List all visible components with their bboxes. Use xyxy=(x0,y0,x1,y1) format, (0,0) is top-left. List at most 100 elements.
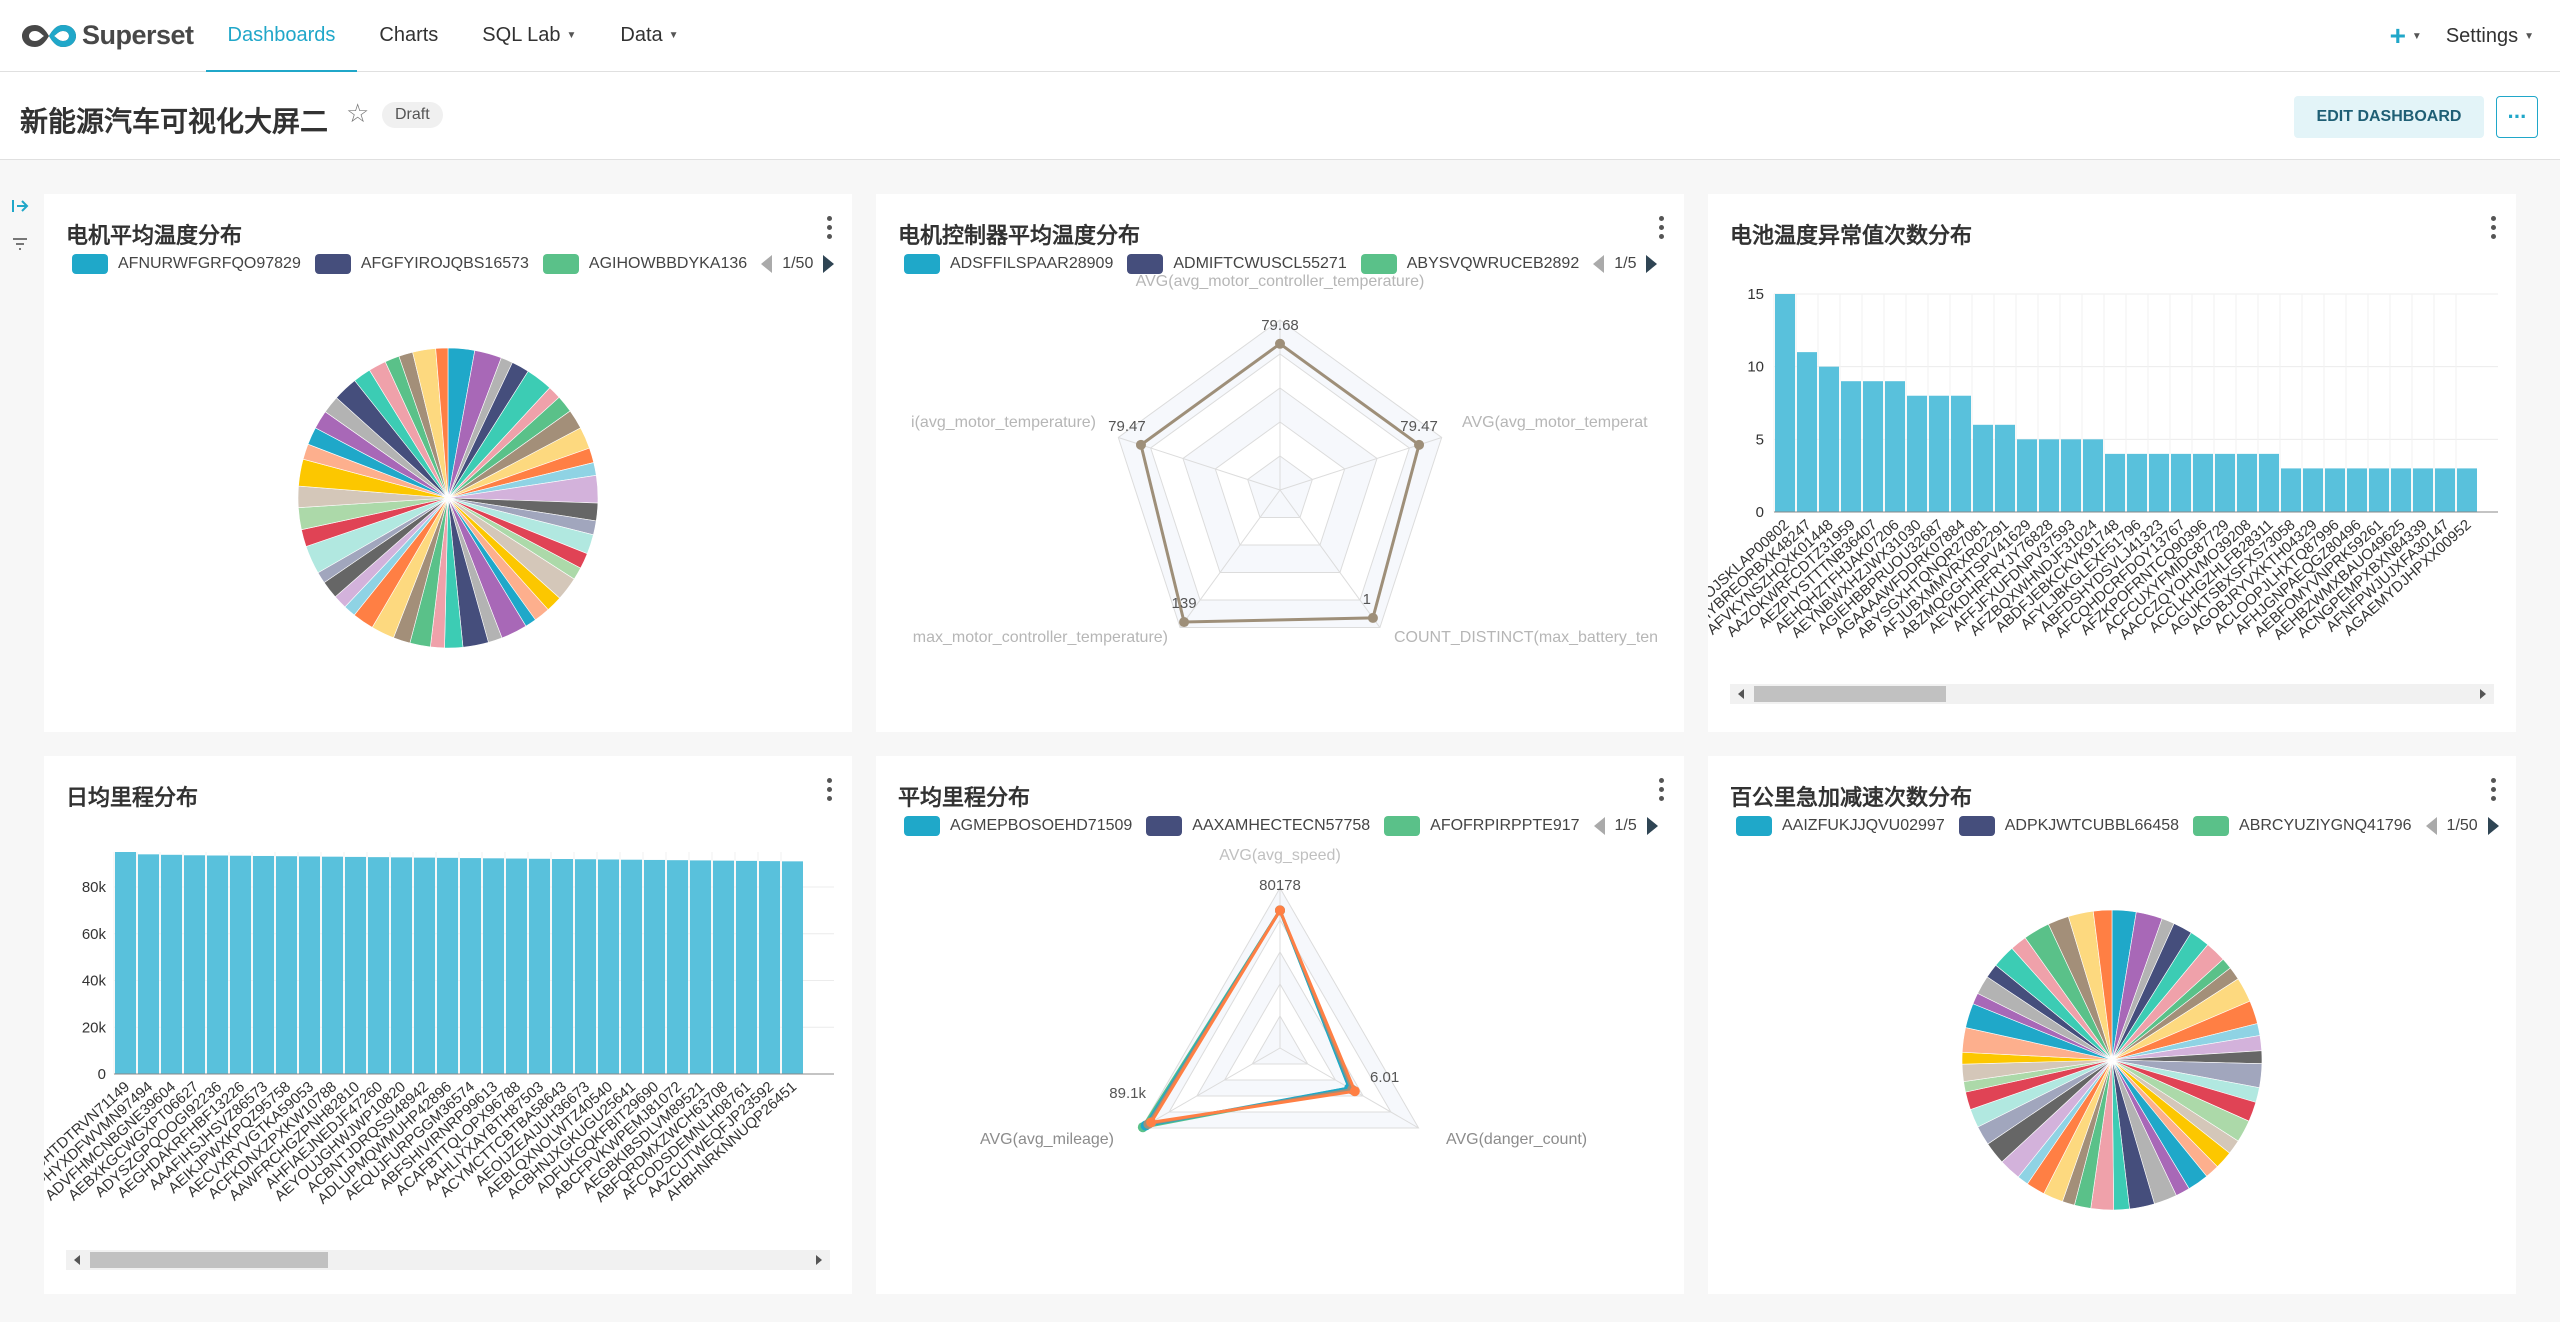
filter-icon[interactable] xyxy=(10,234,30,259)
chart-menu-icon[interactable] xyxy=(2488,778,2498,804)
chart-panel-motor-temp: 电机平均温度分布 AFNURWFGRFQO97829 AFGFYIROJQBS1… xyxy=(44,194,852,732)
bar-chart: 151050ABWTSOJSKLAP00802ADMYBREORBXK48247… xyxy=(1708,286,2498,643)
pie-slice xyxy=(2092,909,2113,1061)
legend-label: AAXAMHECTECN57758 xyxy=(1192,817,1371,834)
caret-down-icon: ▼ xyxy=(566,30,577,41)
more-options-button[interactable]: ··· xyxy=(2496,96,2538,138)
chart-menu-icon[interactable] xyxy=(824,216,834,242)
chart-menu-icon[interactable] xyxy=(824,778,834,804)
bar xyxy=(184,855,205,1074)
bar xyxy=(1995,424,2015,512)
main-nav: Dashboards Charts SQL Lab ▼ Data ▼ xyxy=(205,0,701,72)
nav-data[interactable]: Data ▼ xyxy=(598,0,700,72)
settings-menu[interactable]: Settings ▼ xyxy=(2446,25,2560,48)
bar xyxy=(667,860,688,1074)
bar xyxy=(529,858,550,1074)
legend-pager: 1/5 xyxy=(1593,255,1658,273)
legend-item[interactable]: AGMEPBOSOEHD71509 xyxy=(904,816,1132,836)
superset-logo[interactable]: Superset xyxy=(20,0,194,72)
dashboard-header: 新能源汽车可视化大屏二 ☆ Draft EDIT DASHBOARD ··· xyxy=(0,72,2560,160)
legend-item[interactable]: ADSFFILSPAAR28909 xyxy=(904,254,1113,274)
y-tick-label: 15 xyxy=(1747,286,1764,303)
legend-next-icon[interactable] xyxy=(1646,817,1658,835)
bar xyxy=(2391,468,2411,512)
plus-icon: + xyxy=(2389,20,2406,51)
radar-point xyxy=(1349,1086,1360,1097)
bar xyxy=(276,856,297,1074)
chart-title: 百公里急加减速次数分布 xyxy=(1730,785,1973,810)
bar xyxy=(161,854,182,1074)
legend-item[interactable]: ADPKJWTCUBBL66458 xyxy=(1958,816,2179,836)
brand-name: Superset xyxy=(82,20,194,50)
superset-logo-icon xyxy=(22,24,76,47)
y-tick-label: 80k xyxy=(82,879,107,896)
bar xyxy=(2281,468,2301,512)
legend-item[interactable]: AFGFYIROJQBS16573 xyxy=(314,254,529,274)
legend-prev-icon[interactable] xyxy=(761,255,773,273)
legend-prev-icon[interactable] xyxy=(1593,255,1605,273)
bar xyxy=(2083,439,2103,512)
legend-label: ABRCYUZIYGNQ41796 xyxy=(2239,817,2412,834)
legend-next-icon[interactable] xyxy=(2487,817,2499,835)
draft-badge[interactable]: Draft xyxy=(382,102,443,128)
chart-menu-icon[interactable] xyxy=(2488,216,2498,242)
chart-menu-icon[interactable] xyxy=(1656,216,1666,242)
top-navbar: Superset Dashboards Charts SQL Lab ▼ Data… xyxy=(0,0,2560,72)
bar xyxy=(138,854,159,1074)
nav-sql-lab[interactable]: SQL Lab ▼ xyxy=(460,0,598,72)
legend-swatch xyxy=(2193,816,2230,836)
radar-axis-label: AVG(avg_mileage) xyxy=(980,1131,1114,1148)
radar-point xyxy=(1146,1117,1157,1128)
legend-item[interactable]: AAIZFUKJJQVU02997 xyxy=(1736,816,1945,836)
legend-item[interactable]: AFNURWFGRFQO97829 xyxy=(72,254,301,274)
chart-legend: AGMEPBOSOEHD71509 AAXAMHECTECN57758 AFOF… xyxy=(904,816,1658,836)
nav-data-label: Data xyxy=(620,24,663,46)
radar-axis-label: max_motor_controller_temperature) xyxy=(913,629,1168,646)
legend-item[interactable]: AFOFRPIRPPTE917 xyxy=(1384,816,1580,836)
legend-pager: 1/50 xyxy=(2425,817,2499,835)
bar xyxy=(2039,439,2059,512)
radar-axis-label: AVG(avg_motor_controller_temperature) xyxy=(1136,273,1425,290)
dashboard-title[interactable]: 新能源汽车可视化大屏二 xyxy=(20,106,329,137)
legend-swatch xyxy=(1958,816,1995,836)
legend-next-icon[interactable] xyxy=(823,255,835,273)
y-tick-label: 0 xyxy=(1756,504,1764,521)
legend-swatch xyxy=(542,254,579,274)
bar xyxy=(2105,453,2125,512)
bar xyxy=(575,859,596,1074)
legend-swatch xyxy=(904,254,940,274)
radar-value-label: 79.68 xyxy=(1261,317,1299,334)
legend-item[interactable]: AAXAMHECTECN57758 xyxy=(1146,816,1370,836)
bar xyxy=(115,852,136,1074)
chart-menu-icon[interactable] xyxy=(1656,778,1666,804)
radar-axis-label: AVG(danger_count) xyxy=(1446,1131,1587,1148)
pie-chart xyxy=(1961,909,2263,1211)
bar xyxy=(2369,468,2389,512)
legend-prev-icon[interactable] xyxy=(1593,817,1605,835)
radar-series-line xyxy=(1139,341,1421,624)
legend-next-icon[interactable] xyxy=(1646,255,1658,273)
bar xyxy=(299,856,320,1074)
star-icon[interactable]: ☆ xyxy=(346,98,370,128)
settings-label: Settings xyxy=(2445,24,2519,47)
nav-dashboards[interactable]: Dashboards xyxy=(205,0,358,72)
edit-dashboard-button[interactable]: EDIT DASHBOARD xyxy=(2294,96,2484,138)
new-item-button[interactable]: + ▼ xyxy=(2366,20,2446,52)
bar xyxy=(483,858,504,1074)
nav-charts[interactable]: Charts xyxy=(357,0,460,72)
legend-label: AAIZFUKJJQVU02997 xyxy=(1782,817,1945,834)
bar xyxy=(391,857,412,1074)
legend-prev-icon[interactable] xyxy=(2425,817,2437,835)
legend-label: AFGFYIROJQBS16573 xyxy=(360,255,529,272)
legend-item[interactable]: AGIHOWBBDYKA136 xyxy=(542,254,747,274)
legend-pager: 1/50 xyxy=(761,255,835,273)
legend-item[interactable]: ADMIFTCWUSCL55271 xyxy=(1127,254,1347,274)
pie-slice xyxy=(435,347,449,499)
chart-legend: AFNURWFGRFQO97829 AFGFYIROJQBS16573 AGIH… xyxy=(72,254,835,274)
legend-item[interactable]: ABYSVQWRUCEB2892 xyxy=(1360,254,1579,274)
radar-point xyxy=(1414,439,1425,450)
radar-axis-label: i(avg_motor_temperature) xyxy=(911,414,1096,431)
legend-item[interactable]: ABRCYUZIYGNQ41796 xyxy=(2193,816,2412,836)
expand-filters-icon[interactable] xyxy=(10,196,30,221)
nav-charts-label: Charts xyxy=(379,24,439,46)
